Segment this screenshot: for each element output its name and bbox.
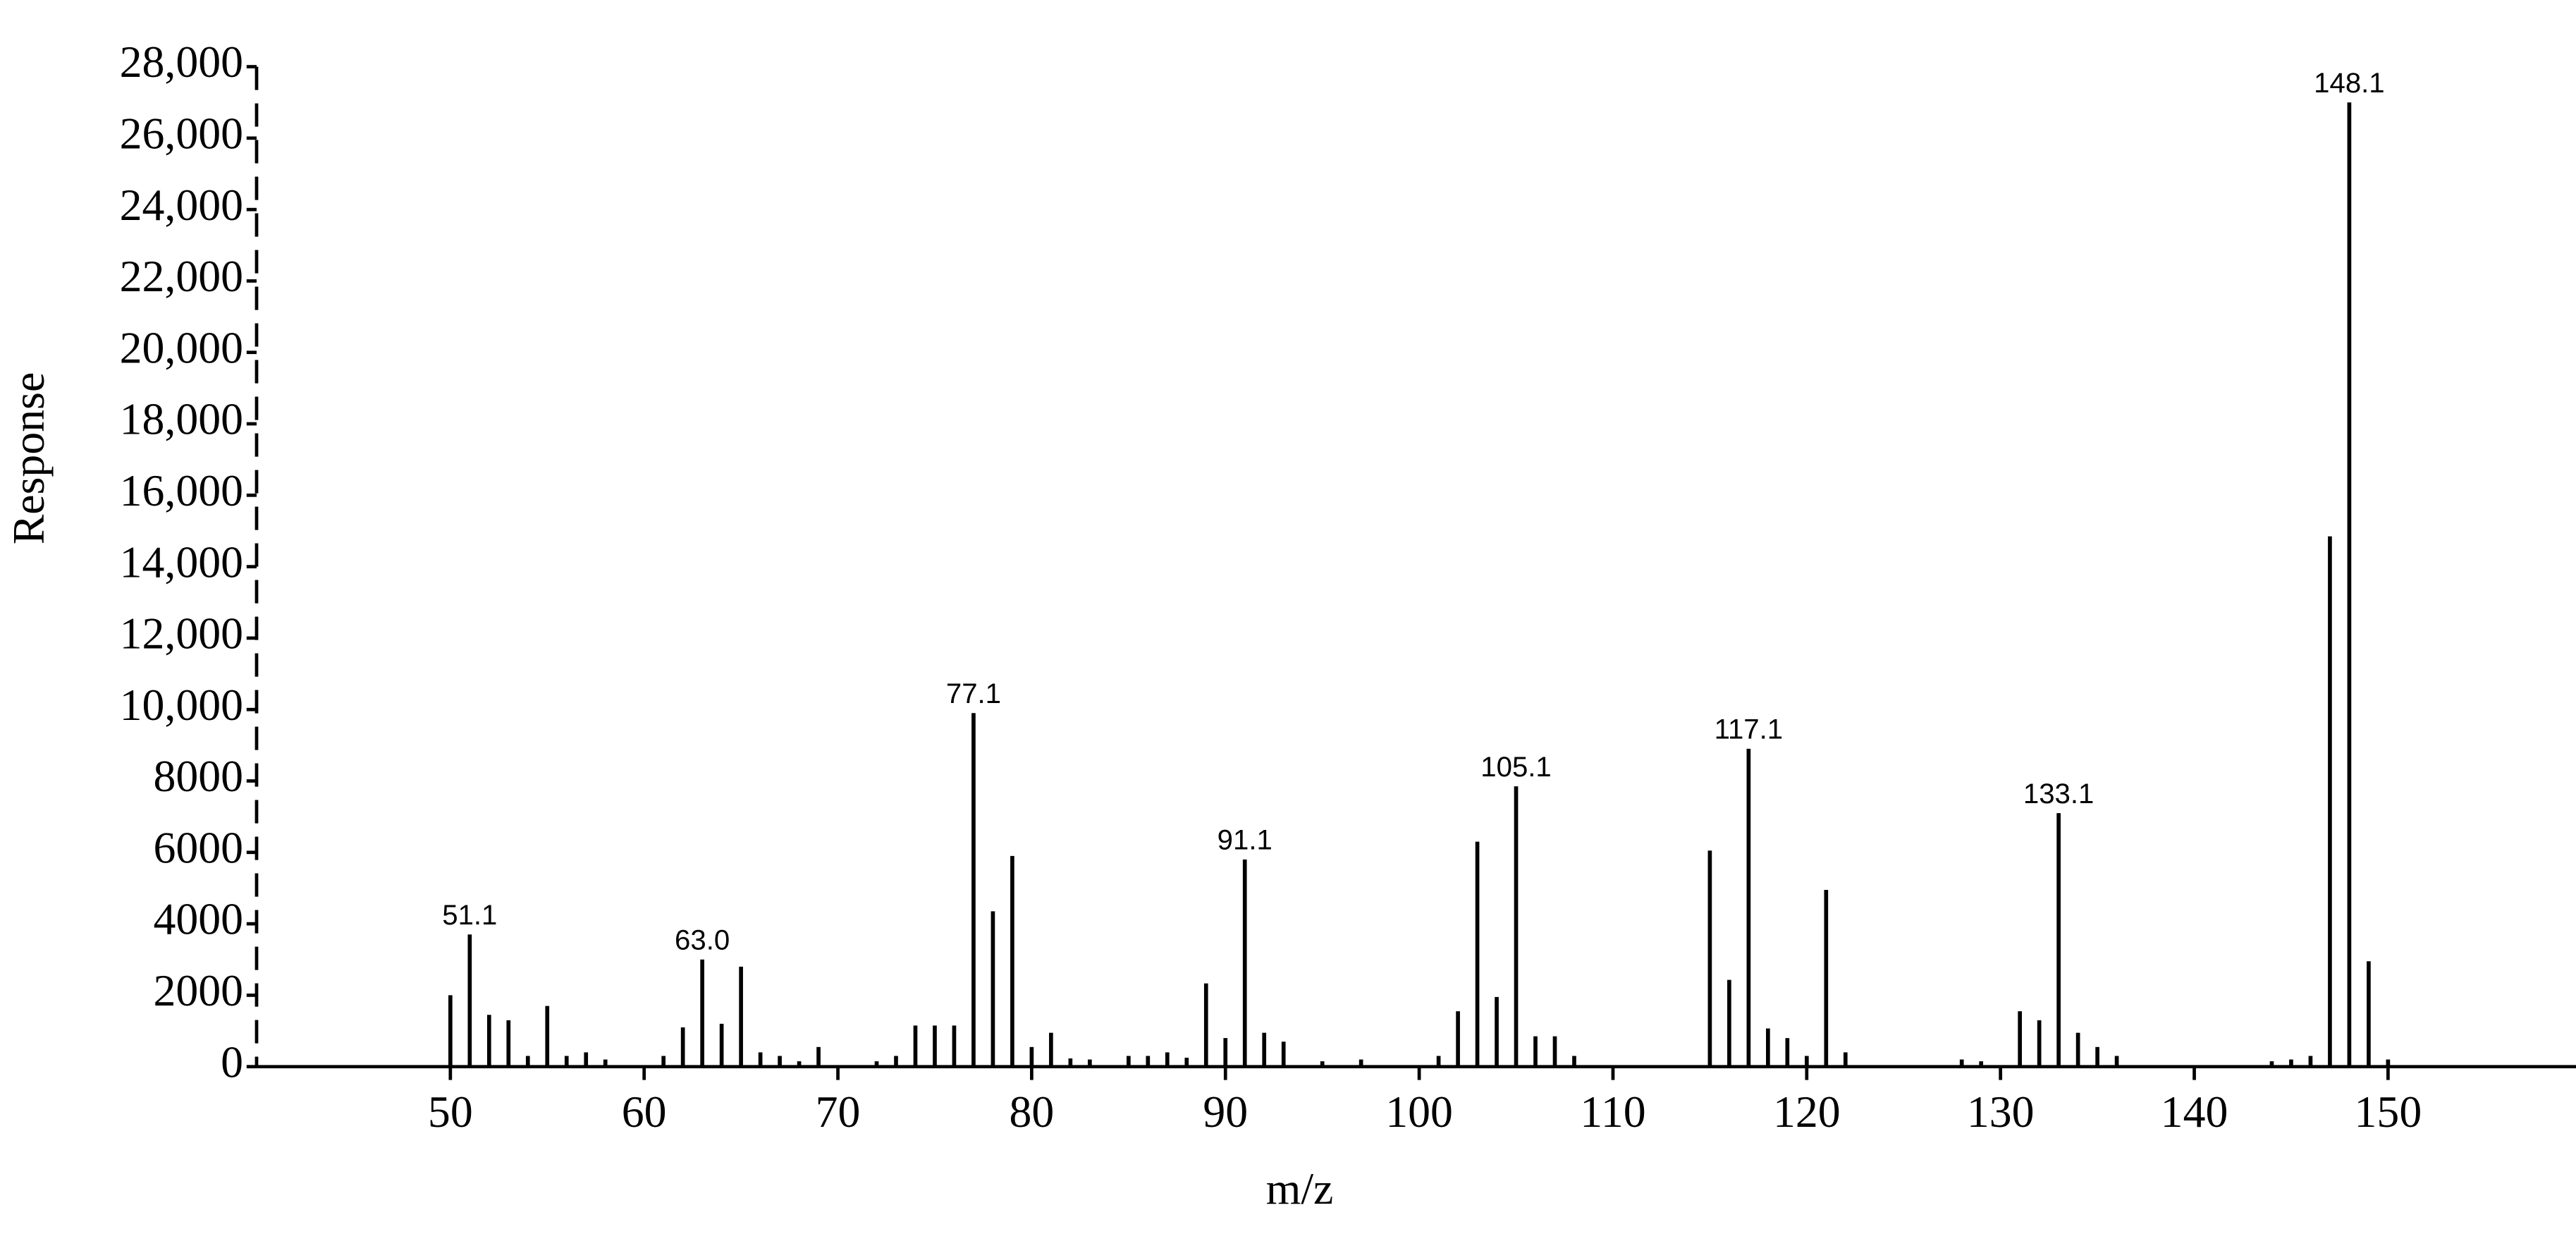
y-tick-label: 4000 bbox=[153, 894, 243, 944]
peak-label: 91.1 bbox=[1218, 824, 1272, 856]
x-tick-label: 50 bbox=[428, 1087, 473, 1137]
y-tick-label: 22,000 bbox=[120, 251, 243, 301]
peak-label: 133.1 bbox=[2023, 778, 2094, 810]
y-tick-label: 26,000 bbox=[120, 109, 243, 159]
peak-label: 63.0 bbox=[675, 924, 730, 956]
x-tick-label: 120 bbox=[1773, 1087, 1841, 1137]
peak-label: 105.1 bbox=[1480, 751, 1552, 783]
peak-label: 51.1 bbox=[442, 899, 497, 931]
x-tick-label: 140 bbox=[2161, 1087, 2228, 1137]
x-axis-label: m/z bbox=[1266, 1163, 1334, 1214]
y-tick-label: 28,000 bbox=[120, 37, 243, 87]
y-tick-label: 20,000 bbox=[120, 322, 243, 372]
x-tick-label: 90 bbox=[1203, 1087, 1248, 1137]
y-tick-label: 0 bbox=[221, 1037, 243, 1087]
x-tick-label: 110 bbox=[1580, 1087, 1645, 1137]
y-axis-label: Response bbox=[4, 372, 54, 545]
y-tick-label: 10,000 bbox=[120, 680, 243, 730]
x-tick-label: 80 bbox=[1010, 1087, 1055, 1137]
x-tick-label: 100 bbox=[1385, 1087, 1453, 1137]
y-tick-label: 24,000 bbox=[120, 180, 243, 230]
x-tick-label: 130 bbox=[1967, 1087, 2035, 1137]
y-tick-label: 16,000 bbox=[120, 465, 243, 515]
peak-label: 77.1 bbox=[946, 678, 1001, 709]
y-tick-label: 14,000 bbox=[120, 537, 243, 587]
y-tick-label: 18,000 bbox=[120, 394, 243, 444]
y-tick-label: 8000 bbox=[153, 751, 243, 801]
y-tick-label: 2000 bbox=[153, 965, 243, 1015]
y-tick-label: 12,000 bbox=[120, 609, 243, 659]
peak-label: 117.1 bbox=[1715, 714, 1784, 745]
x-tick-label: 150 bbox=[2355, 1087, 2422, 1137]
x-tick-label: 60 bbox=[622, 1087, 667, 1137]
y-tick-label: 6000 bbox=[153, 822, 243, 872]
x-tick-label: 70 bbox=[816, 1087, 861, 1137]
peak-label: 148.1 bbox=[2314, 67, 2385, 99]
